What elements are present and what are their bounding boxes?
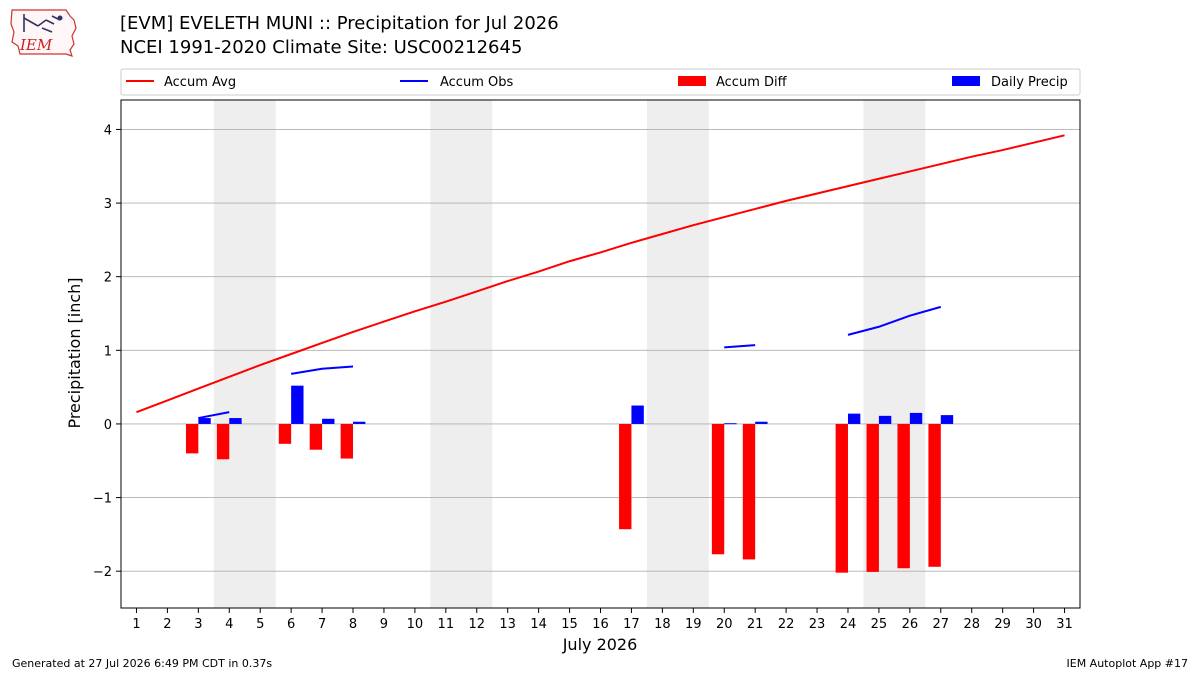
weather-station-icon: [23, 14, 61, 33]
accum-obs-line: [847, 305, 942, 336]
daily-precip-bar: [631, 405, 644, 424]
x-tick-label: 29: [994, 617, 1011, 632]
legend: Accum Avg Accum Obs Accum Diff Daily Precip: [120, 68, 1081, 96]
legend-frame: [120, 68, 1081, 96]
accum-diff-bar: [619, 423, 632, 530]
x-tick-label: 28: [963, 617, 980, 632]
accum-diff-bar: [185, 423, 199, 454]
x-tick-label: 24: [840, 617, 857, 632]
daily-precip-bar: [755, 421, 768, 424]
logo-text: IEM: [19, 36, 53, 54]
x-tick-label: 27: [933, 617, 950, 632]
x-axis-ticks: 1 2 3 4 5 6 7 8 9 10 11 12 13 14 15 16 17 18 19 20 21 22 23 24 2…: [132, 608, 1073, 632]
x-tick-label: 16: [592, 617, 609, 632]
y-tick-label: 3: [104, 197, 112, 212]
legend-label: Accum Obs: [440, 75, 513, 90]
accum-diff-bar: [340, 423, 354, 459]
x-tick-label: 2: [163, 617, 171, 632]
x-tick-label: 10: [407, 617, 424, 632]
accum-avg-line: [136, 134, 1065, 414]
y-tick-label: 4: [104, 123, 112, 138]
lines: [136, 134, 1065, 420]
x-tick-label: 4: [225, 617, 233, 632]
x-tick-label: 19: [685, 617, 702, 632]
x-tick-label: 20: [716, 617, 733, 632]
x-tick-label: 3: [194, 617, 202, 632]
accum-diff-bar: [835, 423, 848, 573]
x-tick-label: 6: [287, 617, 295, 632]
x-tick-label: 22: [778, 617, 795, 632]
bars: [185, 385, 954, 573]
accum-diff-bar: [309, 423, 323, 450]
weekend-band: [213, 100, 276, 608]
y-tick-label: −2: [93, 565, 112, 580]
daily-precip-bar: [291, 385, 304, 424]
accum-diff-bar: [866, 423, 879, 572]
x-tick-label: 30: [1025, 617, 1042, 632]
weekend-band: [430, 100, 493, 608]
x-tick-label: 14: [530, 617, 547, 632]
accum-diff-bar: [711, 423, 725, 555]
generated-timestamp: Generated at 27 Jul 2026 6:49 PM CDT in …: [12, 657, 273, 670]
legend-label: Accum Avg: [164, 75, 236, 90]
x-tick-label: 31: [1056, 617, 1073, 632]
x-tick-label: 9: [380, 617, 388, 632]
x-tick-label: 5: [256, 617, 264, 632]
x-tick-label: 15: [561, 617, 578, 632]
y-axis-ticks: −2 −1 0 1 2 3 4: [93, 123, 121, 580]
iem-logo: IEM: [8, 6, 82, 60]
accum-diff-bar: [216, 423, 230, 460]
daily-precip-bar: [940, 415, 954, 424]
daily-precip-bar: [909, 412, 923, 424]
x-axis-label: July 2026: [562, 635, 638, 654]
x-tick-label: 18: [654, 617, 671, 632]
legend-swatch-bar: [952, 76, 980, 86]
accum-obs-line: [290, 365, 354, 375]
daily-precip-bar: [353, 421, 366, 424]
daily-precip-bar: [847, 413, 861, 424]
y-tick-label: 0: [104, 418, 112, 433]
legend-label: Accum Diff: [716, 75, 788, 90]
x-tick-label: 23: [809, 617, 826, 632]
x-tick-label: 21: [747, 617, 764, 632]
x-tick-label: 11: [438, 617, 455, 632]
x-tick-label: 13: [499, 617, 516, 632]
weekend-shading: [213, 100, 926, 608]
x-tick-label: 25: [871, 617, 888, 632]
daily-precip-bar: [878, 415, 892, 424]
y-axis-label: Precipitation [inch]: [65, 277, 84, 428]
y-tick-label: 1: [104, 344, 112, 359]
legend-label: Daily Precip: [991, 75, 1068, 90]
y-tick-label: −1: [93, 492, 112, 507]
x-tick-label: 26: [902, 617, 919, 632]
accum-obs-line: [198, 411, 230, 420]
weekend-band: [646, 100, 709, 608]
chart-title: [EVM] EVELETH MUNI :: Precipitation for …: [120, 13, 559, 34]
chart-subtitle: NCEI 1991-2020 Climate Site: USC00212645: [120, 37, 523, 58]
accum-diff-bar: [278, 423, 292, 444]
accum-diff-bar: [928, 423, 941, 567]
accum-diff-bar: [742, 423, 756, 560]
x-tick-label: 7: [318, 617, 326, 632]
x-tick-label: 8: [349, 617, 357, 632]
daily-precip-bar: [229, 418, 242, 424]
daily-precip-bar: [322, 418, 335, 424]
legend-swatch-bar: [678, 76, 706, 86]
daily-precip-bar: [198, 418, 211, 424]
accum-obs-line: [724, 344, 756, 349]
x-tick-label: 1: [132, 617, 140, 632]
daily-precip-bar: [724, 423, 737, 425]
autoplot-app-label: IEM Autoplot App #17: [1066, 657, 1189, 670]
iowa-outline-icon: [10, 9, 77, 57]
x-tick-label: 12: [468, 617, 485, 632]
x-tick-label: 17: [623, 617, 640, 632]
accum-diff-bar: [897, 423, 910, 569]
y-tick-label: 2: [104, 271, 112, 286]
